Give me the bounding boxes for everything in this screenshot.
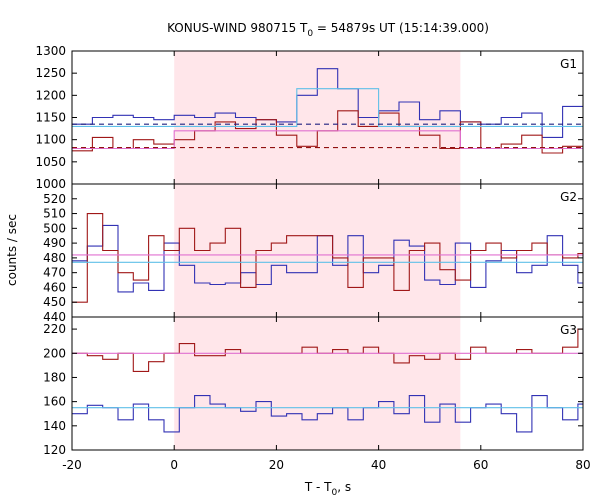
x-tick-label: -20 — [62, 458, 82, 472]
highlight-band — [174, 317, 461, 450]
x-tick-label: 0 — [170, 458, 178, 472]
y-tick-label: 1000 — [35, 177, 66, 191]
y-tick-label: 1150 — [35, 111, 66, 125]
panels-group: 1000105011001150120012501300G14404504604… — [35, 44, 590, 472]
y-tick-label: 160 — [43, 395, 66, 409]
panel-label: G1 — [560, 57, 577, 71]
y-tick-label: 120 — [43, 443, 66, 457]
series-line-light_blue — [72, 88, 583, 127]
x-axis-label: T - T0, s — [304, 480, 351, 498]
series-line-red — [72, 213, 583, 303]
y-tick-label: 470 — [43, 266, 66, 280]
series-line-pink — [72, 130, 583, 150]
y-axis-label: counts / sec — [5, 214, 19, 286]
y-tick-label: 1050 — [35, 155, 66, 169]
y-tick-label: 220 — [43, 322, 66, 336]
y-tick-label: 480 — [43, 251, 66, 265]
y-tick-label: 510 — [43, 207, 66, 221]
y-tick-label: 500 — [43, 221, 66, 235]
y-tick-label: 1300 — [35, 44, 66, 58]
x-tick-label: 40 — [371, 458, 386, 472]
series-line-blue — [72, 395, 583, 433]
y-tick-label: 1100 — [35, 133, 66, 147]
y-tick-label: 450 — [43, 295, 66, 309]
chart-title: KONUS-WIND 980715 T0 = 54879s UT (15:14:… — [167, 21, 489, 39]
y-tick-label: 180 — [43, 370, 66, 384]
x-tick-label: 80 — [575, 458, 590, 472]
y-tick-label: 1250 — [35, 66, 66, 80]
panel-g1: 1000 1050 1100 1150 1200 1250 1300 G1 — [35, 44, 584, 191]
x-tick-label: 20 — [269, 458, 284, 472]
y-tick-label: 460 — [43, 280, 66, 294]
y-tick-label: 440 — [43, 310, 66, 324]
panel-label: G3 — [560, 323, 577, 337]
y-tick-label: 1200 — [35, 88, 66, 102]
x-tick-label: 60 — [473, 458, 488, 472]
y-tick-label: 520 — [43, 192, 66, 206]
y-tick-label: 200 — [43, 346, 66, 360]
y-tick-label: 490 — [43, 236, 66, 250]
panel-g3: 120 140 160 180 200 220 G3 — [43, 316, 584, 457]
panel-frame — [71, 316, 584, 451]
y-tick-label: 140 — [43, 419, 66, 433]
panel-label: G2 — [560, 190, 577, 204]
